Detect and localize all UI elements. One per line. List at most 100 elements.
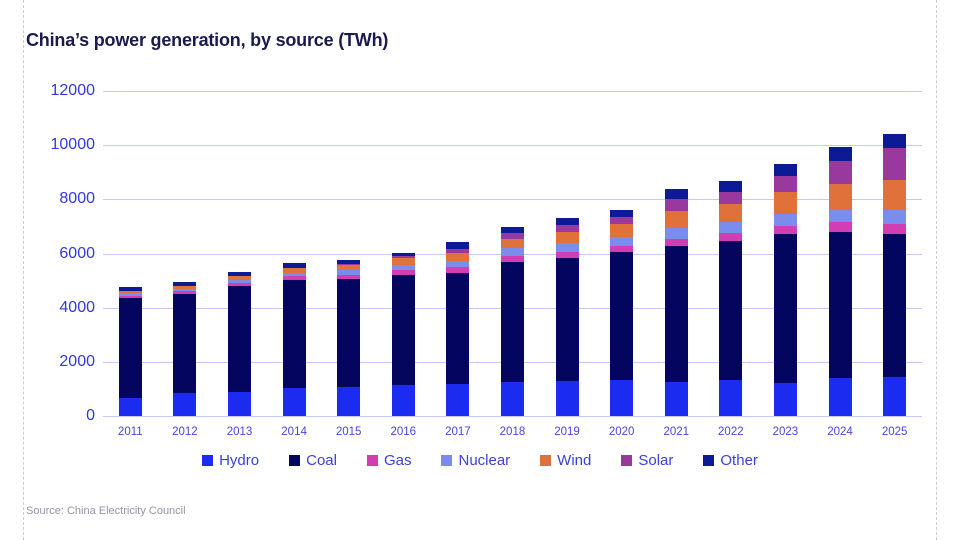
bar-segment-2021-hydro bbox=[664, 381, 688, 416]
bar-segment-2013-hydro bbox=[227, 392, 251, 416]
bar-segment-2017-solar bbox=[446, 249, 470, 253]
bar-segment-2018-nuclear bbox=[500, 248, 524, 256]
bar-segment-2016-other bbox=[391, 252, 415, 257]
stacked-bar-2016 bbox=[391, 252, 415, 416]
gridline-0 bbox=[103, 416, 922, 417]
bar-segment-2024-gas bbox=[828, 221, 852, 232]
bar-segment-2021-solar bbox=[664, 198, 688, 211]
stacked-bar-2021 bbox=[664, 189, 688, 416]
bar-slot-2017 bbox=[431, 91, 486, 416]
y-tick-label-12000: 12000 bbox=[50, 82, 96, 99]
legend-swatch-coal bbox=[289, 455, 301, 466]
bar-segment-2023-nuclear bbox=[773, 213, 797, 226]
bar-segment-2014-other bbox=[282, 262, 306, 268]
bar-segment-2012-other bbox=[173, 281, 197, 286]
bar-segment-2024-other bbox=[828, 147, 852, 162]
legend-item-other: Other bbox=[703, 452, 758, 469]
stacked-bar-2023 bbox=[773, 164, 797, 416]
bar-segment-2014-nuclear bbox=[282, 272, 306, 277]
legend-swatch-hydro bbox=[202, 455, 214, 466]
bar-segment-2022-other bbox=[719, 180, 743, 193]
bar-segment-2022-wind bbox=[719, 204, 743, 222]
stacked-bar-2024 bbox=[828, 147, 852, 416]
bar-segment-2015-nuclear bbox=[337, 270, 361, 275]
plot-area bbox=[103, 91, 922, 416]
stacked-bar-2020 bbox=[610, 209, 634, 416]
bar-segment-2022-gas bbox=[719, 233, 743, 241]
x-tick-label-2014: 2014 bbox=[281, 426, 307, 438]
bar-segment-2025-hydro bbox=[883, 376, 907, 416]
right-dashed-border bbox=[936, 0, 937, 540]
bar-segment-2024-nuclear bbox=[828, 209, 852, 222]
x-tick-label-2023: 2023 bbox=[772, 426, 799, 438]
x-tick-label-2017: 2017 bbox=[445, 426, 471, 438]
bar-segment-2015-solar bbox=[337, 264, 361, 266]
gridline-12000 bbox=[103, 91, 922, 92]
bar-segment-2012-wind bbox=[173, 286, 197, 289]
bar-segment-2013-coal bbox=[227, 285, 251, 393]
bar-segment-2023-hydro bbox=[773, 382, 797, 416]
bar-segment-2018-wind bbox=[500, 238, 524, 249]
bar-segment-2023-coal bbox=[773, 234, 797, 383]
bar-slot-2016 bbox=[376, 91, 431, 416]
legend-label-wind: Wind bbox=[557, 452, 592, 469]
legend-item-wind: Wind bbox=[540, 452, 591, 469]
legend-label-solar: Solar bbox=[638, 452, 674, 469]
bar-slot-2013 bbox=[212, 91, 267, 416]
bar-segment-2016-solar bbox=[391, 256, 415, 259]
bar-segment-2016-wind bbox=[391, 258, 415, 265]
bar-segment-2022-hydro bbox=[719, 380, 743, 416]
bar-segment-2019-other bbox=[555, 218, 579, 225]
stacked-bar-2018 bbox=[500, 227, 524, 416]
source-note: Source: China Electricity Council bbox=[26, 505, 186, 517]
bar-segment-2015-coal bbox=[337, 279, 361, 388]
bar-slot-2024 bbox=[813, 91, 868, 416]
bar-slot-2018 bbox=[485, 91, 540, 416]
x-tick-label-2020: 2020 bbox=[608, 426, 635, 438]
bar-segment-2020-nuclear bbox=[610, 236, 634, 246]
bar-slot-2020 bbox=[594, 91, 649, 416]
stacked-bar-2011 bbox=[118, 287, 142, 416]
bar-segment-2018-coal bbox=[500, 261, 524, 383]
bar-segment-2016-coal bbox=[391, 275, 415, 385]
bar-segment-2015-gas bbox=[337, 274, 361, 280]
stacked-bar-2013 bbox=[227, 271, 251, 416]
x-tick-label-2016: 2016 bbox=[390, 426, 417, 438]
bar-slot-2022 bbox=[704, 91, 759, 416]
bar-segment-2018-solar bbox=[500, 233, 524, 239]
bar-slot-2023 bbox=[758, 91, 813, 416]
bar-segment-2017-gas bbox=[446, 267, 470, 274]
chart-title: China’s power generation, by source (TWh… bbox=[26, 30, 389, 50]
legend-swatch-gas bbox=[366, 455, 378, 466]
bar-segment-2017-nuclear bbox=[446, 260, 470, 268]
x-tick-label-2011: 2011 bbox=[117, 426, 143, 438]
x-tick-label-2019: 2019 bbox=[554, 426, 580, 438]
bar-segment-2020-wind bbox=[610, 224, 634, 237]
bar-segment-2013-wind bbox=[227, 275, 251, 280]
bar-segment-2016-nuclear bbox=[391, 264, 415, 271]
y-tick-label-10000: 10000 bbox=[50, 136, 96, 154]
bar-segment-2022-solar bbox=[719, 192, 743, 205]
bar-segment-2011-other bbox=[118, 287, 142, 292]
y-axis-labels: 0 2000 4000 6000 8000 10000 12000 bbox=[18, 83, 96, 424]
bar-segment-2021-gas bbox=[664, 238, 688, 247]
x-tick-label-2025: 2025 bbox=[881, 426, 908, 438]
bar-segment-2023-solar bbox=[773, 176, 797, 193]
bar-segment-2021-other bbox=[664, 189, 688, 199]
bar-segment-2025-nuclear bbox=[883, 209, 907, 224]
stacked-bar-2014 bbox=[282, 262, 306, 416]
bar-segment-2024-solar bbox=[828, 161, 852, 184]
bar-segment-2019-wind bbox=[555, 231, 579, 243]
bar-segment-2024-wind bbox=[828, 183, 852, 210]
stacked-bar-2025 bbox=[883, 134, 907, 416]
bar-segment-2025-solar bbox=[883, 148, 907, 180]
bar-segment-2025-other bbox=[883, 134, 907, 149]
x-tick-label-2022: 2022 bbox=[718, 426, 744, 438]
x-tick-label-2021: 2021 bbox=[663, 426, 690, 438]
bar-segment-2019-coal bbox=[555, 257, 579, 382]
x-axis-labels: 2011 2012 2013 2014 2015 2016 2017 2018 2019 2020… bbox=[103, 426, 922, 438]
legend-label-nuclear: Nuclear bbox=[458, 452, 511, 469]
left-dashed-border bbox=[23, 0, 24, 540]
bar-segment-2011-hydro bbox=[118, 397, 142, 416]
bar-segment-2025-coal bbox=[883, 233, 907, 377]
